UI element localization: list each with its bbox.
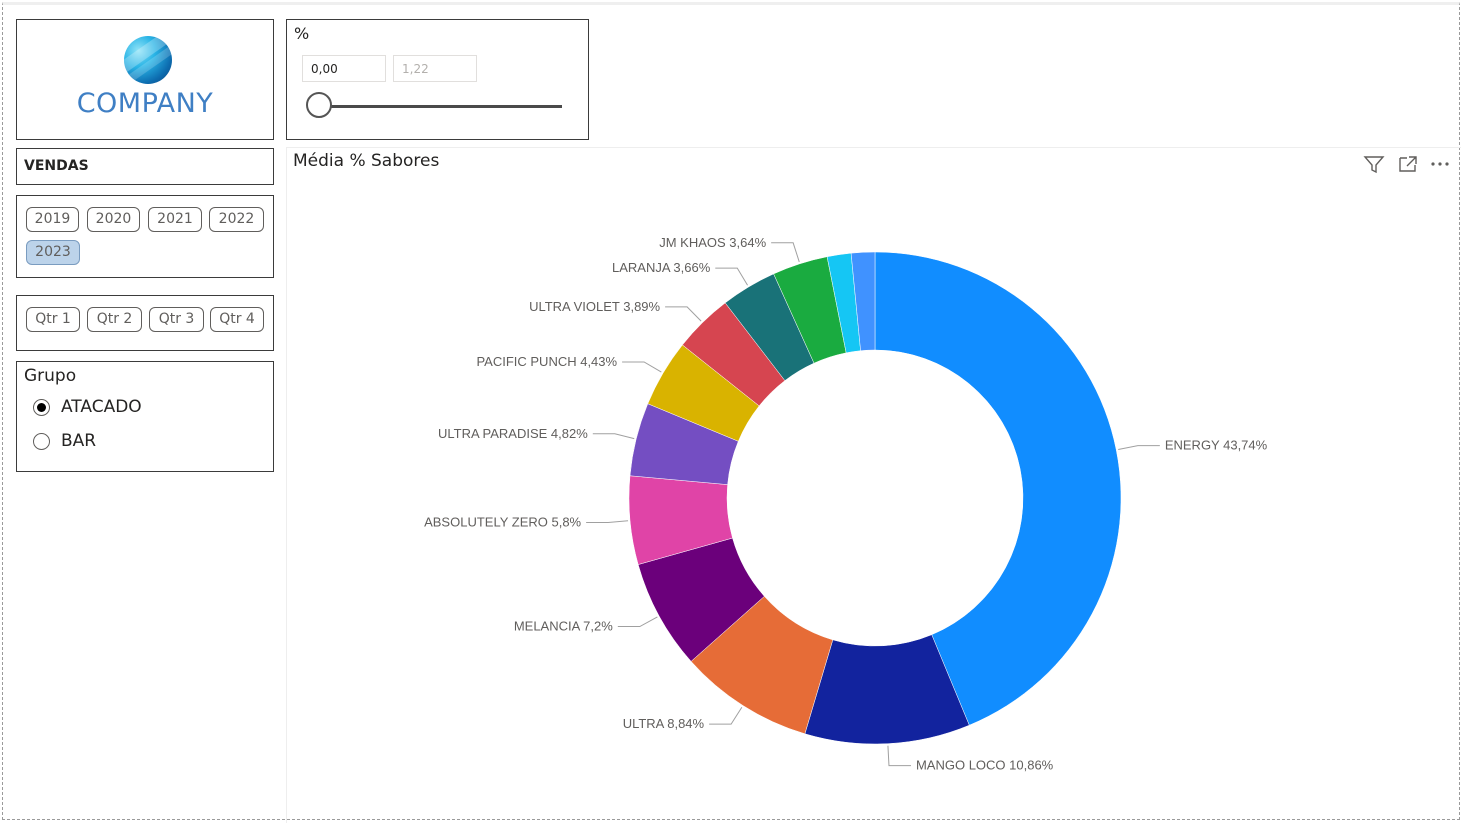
slice-data-label: ABSOLUTELY ZERO 5,8% xyxy=(424,515,581,530)
percent-slider-track[interactable] xyxy=(306,92,562,118)
slice-leader-line xyxy=(617,616,658,628)
donut-chart-visual: ENERGY 43,74% MANGO LOCO 10,86% ULTRA 8,84… xyxy=(286,147,1461,823)
slice-data-label: ULTRA 8,84% xyxy=(623,716,705,731)
year-chip-2020[interactable]: 2020 xyxy=(87,207,140,232)
radio-bar[interactable] xyxy=(33,433,50,450)
slice-data-label: ULTRA PARADISE 4,82% xyxy=(438,426,588,441)
donut-chart-svg: ENERGY 43,74% MANGO LOCO 10,86% ULTRA 8,84… xyxy=(424,235,1268,773)
quarter-chip-2[interactable]: Qtr 2 xyxy=(87,307,142,332)
slice-data-label: MANGO LOCO 10,86% xyxy=(916,758,1054,773)
chart-title: Média % Sabores xyxy=(293,151,440,171)
slice-data-label: ULTRA VIOLET 3,89% xyxy=(529,299,660,314)
slice-leader-line xyxy=(1118,445,1160,451)
grupo-option-atacado[interactable]: ATACADO xyxy=(33,397,233,419)
slice-leader-line xyxy=(771,242,800,263)
percent-range-slicer: % 0,00 1,22 xyxy=(286,19,589,140)
percent-slicer-title: % xyxy=(294,24,310,43)
slice-leader-line xyxy=(887,745,911,767)
year-chip-2022[interactable]: 2022 xyxy=(209,207,264,232)
year-chip-2023[interactable]: 2023 xyxy=(26,240,80,265)
quarter-chip-1[interactable]: Qtr 1 xyxy=(26,307,80,332)
slice-leader-line xyxy=(586,520,629,524)
focus-mode-icon[interactable] xyxy=(1397,154,1419,174)
slice-data-label: JM KHAOS 3,64% xyxy=(659,235,766,250)
year-slicer: 2019 2020 2021 2022 2023 xyxy=(16,195,274,278)
slice-data-label: LARANJA 3,66% xyxy=(612,260,711,275)
quarter-slicer: Qtr 1 Qtr 2 Qtr 3 Qtr 4 xyxy=(16,295,274,351)
year-chip-2021[interactable]: 2021 xyxy=(148,207,202,232)
vendas-header: VENDAS xyxy=(16,148,274,185)
slice-leader-line xyxy=(622,361,662,373)
slice-leader-line xyxy=(709,706,743,725)
slice-data-label: MELANCIA 7,2% xyxy=(514,619,613,634)
slice-leader-line xyxy=(592,433,635,440)
more-options-icon[interactable] xyxy=(1429,154,1451,174)
grupo-title: Grupo xyxy=(24,366,77,386)
slice-leader-line xyxy=(715,267,748,286)
donut-slice[interactable] xyxy=(850,251,876,351)
vendas-title: VENDAS xyxy=(24,158,89,174)
grupo-option-label: ATACADO xyxy=(61,397,142,417)
slice-data-label: PACIFIC PUNCH 4,43% xyxy=(476,354,617,369)
year-chip-2019[interactable]: 2019 xyxy=(26,207,79,232)
visual-header-icons xyxy=(1363,154,1453,174)
percent-slider-handle[interactable] xyxy=(306,92,332,118)
percent-min-input[interactable]: 0,00 xyxy=(302,55,386,82)
quarter-chip-4[interactable]: Qtr 4 xyxy=(210,307,264,332)
grupo-option-bar[interactable]: BAR xyxy=(33,431,233,453)
slice-leader-line xyxy=(665,306,702,322)
donut-slice[interactable] xyxy=(874,251,1122,726)
company-logo-text: COMPANY xyxy=(76,88,214,119)
radio-atacado[interactable] xyxy=(33,399,50,416)
grupo-option-label: BAR xyxy=(61,431,97,451)
grupo-slicer: Grupo ATACADO BAR xyxy=(16,361,274,472)
slice-data-label: ENERGY 43,74% xyxy=(1165,438,1268,453)
company-logo-globe xyxy=(124,36,172,84)
filter-icon[interactable] xyxy=(1363,154,1385,174)
quarter-chip-3[interactable]: Qtr 3 xyxy=(149,307,204,332)
percent-max-input[interactable]: 1,22 xyxy=(393,55,477,82)
logo-panel: COMPANY xyxy=(16,19,274,140)
